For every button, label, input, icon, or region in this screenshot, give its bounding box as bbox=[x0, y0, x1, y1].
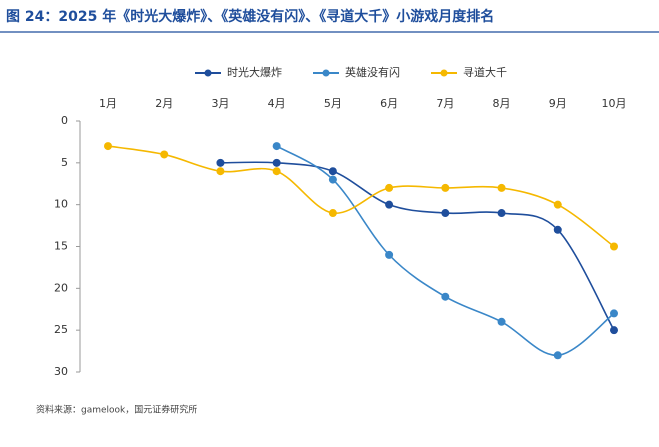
data-point bbox=[385, 250, 394, 259]
x-tick-label: 4月 bbox=[268, 97, 286, 110]
x-tick-label: 6月 bbox=[380, 97, 398, 110]
data-point bbox=[272, 158, 281, 167]
data-point bbox=[610, 242, 618, 251]
series-line bbox=[220, 161, 615, 331]
x-tick-label: 5月 bbox=[324, 97, 342, 110]
legend-marker bbox=[204, 69, 212, 77]
legend-label: 寻道大千 bbox=[463, 65, 507, 79]
data-point bbox=[553, 351, 562, 360]
data-point bbox=[497, 209, 506, 218]
data-point bbox=[328, 209, 337, 218]
y-tick-label: 20 bbox=[54, 281, 68, 294]
x-tick-label: 8月 bbox=[493, 97, 511, 110]
x-tick-label: 3月 bbox=[211, 97, 229, 110]
x-tick-label: 9月 bbox=[549, 97, 567, 110]
y-tick-label: 30 bbox=[54, 365, 68, 378]
data-point bbox=[104, 142, 112, 151]
data-point bbox=[441, 209, 450, 218]
data-point bbox=[441, 292, 450, 301]
data-point bbox=[272, 167, 281, 176]
data-point bbox=[553, 200, 562, 209]
data-point bbox=[441, 183, 450, 192]
x-tick-label: 7月 bbox=[436, 97, 454, 110]
data-point bbox=[385, 200, 394, 209]
series-line bbox=[276, 145, 615, 357]
chart-title: 图 24：2025 年《时光大爆炸》、《英雄没有闪》、《寻道大千》小游戏月度排名 bbox=[6, 8, 494, 25]
x-tick-label: 2月 bbox=[155, 97, 173, 110]
legend-label: 英雄没有闪 bbox=[345, 65, 400, 79]
y-tick-label: 5 bbox=[61, 156, 68, 169]
data-point bbox=[610, 309, 618, 318]
y-tick-label: 15 bbox=[54, 240, 68, 253]
series-line bbox=[107, 145, 615, 248]
data-point bbox=[497, 183, 506, 192]
legend-label: 时光大爆炸 bbox=[227, 65, 282, 79]
data-point bbox=[216, 158, 225, 167]
data-point bbox=[497, 317, 506, 326]
y-tick-label: 0 bbox=[61, 114, 68, 127]
data-point bbox=[328, 175, 337, 184]
y-tick-label: 10 bbox=[54, 198, 68, 211]
data-point bbox=[610, 326, 618, 335]
data-point bbox=[328, 167, 337, 176]
data-point bbox=[160, 150, 169, 159]
data-point bbox=[385, 183, 394, 192]
source-note: 资料来源：gamelook，国元证券研究所 bbox=[36, 404, 197, 416]
data-point bbox=[216, 167, 225, 176]
x-tick-label: 10月 bbox=[602, 97, 627, 110]
y-tick-label: 25 bbox=[54, 323, 68, 336]
legend-marker bbox=[322, 69, 330, 77]
data-point bbox=[272, 142, 281, 151]
legend-marker bbox=[440, 69, 448, 77]
x-tick-label: 1月 bbox=[99, 97, 117, 110]
data-point bbox=[553, 225, 562, 234]
